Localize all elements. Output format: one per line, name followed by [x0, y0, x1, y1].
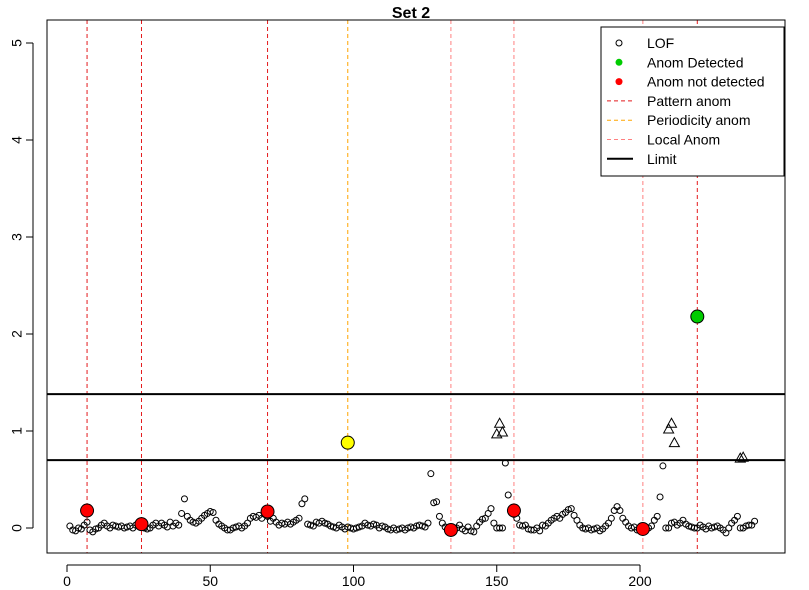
legend-label: Local Anom [647, 132, 720, 148]
lof-point [745, 521, 753, 529]
lof-point [92, 525, 100, 533]
legend-symbol-dot [615, 78, 623, 86]
y-tick-label: 1 [9, 427, 25, 435]
anom-not-detected-point [80, 503, 95, 518]
lof-point [616, 507, 624, 515]
lof-point [467, 527, 475, 535]
x-tick-label: 100 [342, 573, 366, 589]
x-tick-label: 150 [485, 573, 509, 589]
lof-point [427, 470, 435, 478]
lof-point [536, 527, 544, 535]
lof-point [178, 509, 186, 517]
legend: LOF Anom Detected Anom not detected Pattern… [600, 26, 785, 177]
lof-point [424, 519, 432, 527]
triangle-point [734, 452, 747, 463]
anomaly-lines-layer [86, 20, 698, 553]
lof-point [567, 505, 575, 513]
lof-point [175, 521, 183, 529]
legend-label: Pattern anom [647, 93, 731, 109]
lof-point [733, 512, 741, 520]
lof-point [370, 520, 378, 528]
lof-point [470, 528, 478, 536]
lof-point [751, 517, 759, 525]
lof-point [378, 522, 386, 530]
anom-not-detected-point [506, 503, 521, 518]
lof-point [501, 459, 509, 467]
lof-point [433, 498, 441, 506]
x-tick-label: 0 [63, 573, 71, 589]
triangle-point [496, 425, 509, 437]
triangle-point [493, 417, 506, 428]
lof-point [418, 522, 426, 530]
lof-point [659, 462, 667, 470]
triangle-point [662, 423, 675, 434]
lof-point [180, 495, 188, 503]
anom-detected-point [690, 309, 705, 324]
chart-title: Set 2 [392, 5, 430, 22]
lof-point [487, 505, 495, 513]
lof-point [206, 508, 214, 516]
lof-point [564, 506, 572, 514]
legend-label: Anom not detected [647, 74, 765, 90]
legend-label: Limit [647, 151, 677, 167]
anom-not-detected-point [443, 522, 458, 537]
points-layer [66, 309, 759, 537]
y-tick-label: 2 [9, 330, 25, 338]
y-tick-label: 3 [9, 233, 25, 241]
triangle-point [737, 451, 749, 462]
lof-point [607, 514, 615, 522]
anom-not-detected-point [260, 504, 275, 519]
lof-point [209, 508, 217, 516]
anom-not-detected-point [635, 521, 650, 536]
lof-point [504, 491, 512, 499]
lof-point [355, 523, 363, 531]
x-tick-label: 200 [628, 573, 652, 589]
limit-lines-layer [47, 393, 785, 462]
lof-point [656, 493, 664, 501]
axes-layer: 0 50 100 150 200 0 1 2 3 4 5 [9, 39, 652, 589]
lof-point [307, 521, 315, 529]
lof-point [435, 512, 443, 520]
y-tick-label: 0 [9, 524, 25, 532]
legend-label: Anom Detected [647, 54, 744, 70]
lof-point [498, 524, 506, 532]
lof-point [430, 499, 438, 507]
periodicity-anom-point [340, 435, 355, 450]
legend-label: LOF [647, 35, 674, 51]
y-tick-label: 4 [9, 136, 25, 144]
triangle-point [665, 417, 678, 428]
lof-point [295, 514, 303, 522]
lof-point [321, 519, 329, 527]
legend-box [600, 26, 785, 177]
lof-point [690, 524, 698, 532]
plot-frame [46, 19, 786, 554]
y-tick-label: 5 [9, 39, 25, 47]
lof-point [301, 495, 309, 503]
legend-label: Periodicity anom [647, 112, 751, 128]
lof-point [662, 524, 670, 532]
lof-point [519, 522, 527, 530]
legend-symbol-dot [615, 58, 623, 66]
x-tick-label: 50 [202, 573, 218, 589]
lof-point [653, 512, 661, 520]
triangle-point [668, 436, 681, 448]
lof-point [83, 518, 91, 526]
lof-point [74, 524, 82, 532]
lof-point [478, 515, 486, 523]
anom-not-detected-point [134, 517, 149, 532]
legend-symbol-lof [615, 39, 623, 47]
lof-point [496, 524, 504, 532]
